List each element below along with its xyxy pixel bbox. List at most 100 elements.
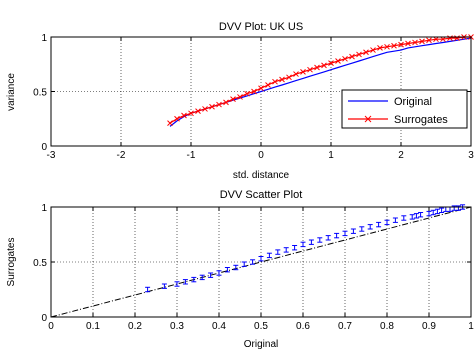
- data-point: [426, 37, 432, 44]
- data-point: [251, 88, 257, 95]
- data-point: [363, 49, 369, 56]
- x-tick-label: 0.7: [338, 321, 352, 332]
- data-point: [167, 120, 173, 126]
- data-point: [237, 94, 243, 100]
- error-bar-point: [418, 212, 424, 218]
- data-point: [314, 64, 320, 71]
- error-bar-point: [317, 237, 323, 243]
- x-tick-label: 0: [48, 321, 54, 332]
- error-bar-point: [258, 256, 264, 262]
- data-point: [433, 36, 439, 43]
- error-bar-point: [392, 217, 398, 223]
- dvv-plot: -3 -2 -1 0 1 2 3 0 0.5 1 DVV Plot: UK US std. dis…: [6, 21, 474, 181]
- x-tick-label: 0.2: [128, 321, 142, 332]
- data-point: [328, 60, 334, 67]
- error-bar-point: [367, 224, 373, 230]
- data-point: [356, 51, 362, 58]
- data-point: [286, 74, 292, 81]
- x-tick-label: 2: [398, 150, 404, 161]
- data-point: [244, 90, 250, 97]
- y-tick-label: 0: [41, 313, 47, 324]
- x-tick-label: 0.9: [422, 321, 436, 332]
- y-axis-label: variance: [6, 73, 17, 111]
- data-point: [391, 42, 397, 49]
- chart-title: DVV Scatter Plot: [220, 189, 303, 201]
- y-tick-label: 0.5: [33, 258, 47, 269]
- reference-line: [50, 206, 472, 318]
- legend-label-surrogates: Surrogates: [394, 114, 448, 126]
- x-axis-label: Original: [244, 339, 278, 350]
- data-point: [223, 99, 229, 106]
- data-point: [419, 38, 425, 45]
- x-tick-label: 0.1: [86, 321, 100, 332]
- tick-labels: -3 -2 -1 0 1 2 3 0 0.5 1: [33, 33, 474, 161]
- data-point: [265, 82, 271, 88]
- x-tick-label: 3: [468, 150, 474, 161]
- legend-box: [341, 89, 468, 129]
- data-point: [440, 36, 446, 43]
- y-axis-label: Surrogates: [6, 238, 17, 287]
- error-bar-point: [376, 221, 382, 228]
- error-bar-point: [241, 261, 247, 267]
- x-tick-label: 0.5: [254, 321, 268, 332]
- error-bar-point: [283, 247, 289, 253]
- x-tick-label: 1: [468, 321, 474, 332]
- x-tick-label: 0.6: [296, 321, 310, 332]
- error-bar-point: [292, 245, 298, 251]
- x-tick-label: -2: [117, 150, 126, 161]
- error-bar-point: [439, 207, 445, 213]
- data-point: [272, 78, 278, 85]
- series-group: [167, 34, 474, 127]
- error-bar-point: [342, 230, 348, 237]
- y-tick-label: 0: [41, 142, 47, 153]
- error-bar-point: [334, 232, 340, 239]
- error-bar-point: [300, 241, 306, 248]
- error-bar-point: [426, 210, 432, 217]
- x-tick-label: 0.3: [170, 321, 184, 332]
- legend-label-original: Original: [394, 96, 432, 108]
- error-bar-point: [275, 249, 281, 255]
- x-tick-label: 0.8: [380, 321, 394, 332]
- data-point: [181, 112, 187, 119]
- error-bar-point: [409, 214, 415, 220]
- legend: Original Surrogates: [341, 89, 468, 129]
- data-point: [300, 69, 306, 75]
- error-bar-point: [208, 272, 214, 278]
- series-group: [145, 204, 466, 293]
- data-point: [321, 62, 327, 69]
- data-point: [398, 41, 404, 48]
- x-axis-label: std. distance: [233, 170, 290, 181]
- legend-marker-surrogates: [364, 115, 372, 123]
- data-point: [258, 85, 264, 92]
- data-point: [412, 39, 418, 46]
- y-tick-label: 1: [41, 33, 47, 44]
- data-point: [174, 115, 180, 122]
- error-bar-point: [224, 267, 230, 273]
- error-bar-point: [216, 270, 222, 276]
- data-point: [195, 108, 201, 114]
- x-tick-label: -1: [187, 150, 196, 161]
- x-tick-label: 0: [258, 150, 264, 161]
- tick-labels: 0 0.1 0.2 0.3 0.4 0.5 0.6 0.7 0.8 0.9 1 0 0.5 1: [33, 203, 474, 332]
- error-bar-point: [413, 213, 419, 219]
- diagonal-reference-line: [50, 206, 472, 318]
- data-point: [230, 96, 236, 102]
- data-point: [342, 55, 348, 62]
- error-bar-point: [161, 283, 167, 289]
- y-tick-label: 1: [41, 203, 47, 214]
- data-point: [370, 47, 376, 53]
- error-bar-point: [266, 252, 272, 259]
- error-bar-point: [191, 276, 197, 283]
- error-bar-point: [308, 239, 314, 245]
- data-point: [202, 106, 208, 112]
- chart-title: DVV Plot: UK US: [219, 21, 303, 33]
- data-point: [384, 43, 390, 50]
- data-point: [188, 110, 194, 117]
- tick-marks: [50, 206, 472, 318]
- error-bar-point: [325, 235, 331, 241]
- series-line-surrogates: [169, 36, 471, 124]
- data-point: [454, 35, 460, 41]
- data-point: [279, 76, 285, 83]
- x-tick-label: 0.4: [212, 321, 226, 332]
